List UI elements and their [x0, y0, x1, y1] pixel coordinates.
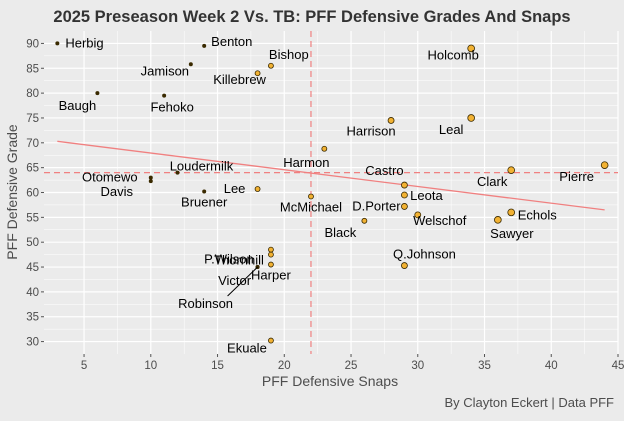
x-axis-title: PFF Defensive Snaps: [262, 373, 398, 389]
data-point-bishop: [268, 62, 274, 69]
data-point-p-wilson: [268, 251, 274, 258]
y-tick-label: 35: [26, 312, 39, 324]
data-point-otomewo: [148, 175, 153, 180]
point-label: Davis: [101, 184, 134, 199]
data-point-leal: [467, 114, 475, 122]
point-label: Leal: [439, 122, 464, 137]
data-point-black: [361, 217, 368, 224]
y-tick-label: 80: [26, 88, 39, 100]
trend-line: [57, 140, 605, 211]
data-point-leota: [401, 191, 408, 199]
x-tick-label: 45: [612, 360, 624, 372]
x-tick-label: 25: [345, 360, 358, 372]
data-point-killebrew: [254, 70, 261, 77]
data-point-harper: [268, 261, 274, 268]
data-point-mcmichael: [308, 193, 314, 200]
x-tick-label: 15: [211, 360, 224, 372]
point-label: Q.Johnson: [393, 247, 456, 262]
x-tick-label: 10: [144, 360, 157, 372]
point-label: Jamison: [141, 63, 189, 78]
grid-layer: [44, 31, 619, 354]
point-label: Victor: [218, 273, 252, 288]
data-point-jamison: [188, 62, 193, 67]
data-point-clark: [507, 166, 516, 174]
y-tick-label: 65: [26, 163, 39, 175]
y-tick-label: 60: [26, 188, 39, 200]
data-point-harmon: [321, 145, 328, 152]
point-label: Holcomb: [428, 47, 479, 62]
data-point-holcomb: [467, 44, 475, 53]
data-point-bruener: [202, 189, 207, 194]
point-label: Echols: [518, 207, 558, 222]
point-label: Harper: [251, 268, 291, 283]
y-tick-label: 75: [26, 113, 39, 125]
x-tick-label: 35: [478, 360, 491, 372]
axis-layer: 5 10 15 20 25 30 35 40 45 30 35 40 45 50 55 60 65 70 75 80 8…: [26, 38, 624, 372]
point-label: Baugh: [59, 98, 97, 113]
point-label: Ekuale: [227, 341, 267, 356]
point-label: Herbig: [65, 35, 103, 50]
point-label: Sawyer: [490, 226, 534, 241]
data-point-d-porter: [401, 203, 408, 210]
point-label: Otomewo: [82, 170, 138, 185]
data-point-benton: [202, 43, 207, 48]
data-point-davis: [148, 179, 153, 184]
data-point-harrison: [387, 117, 395, 124]
point-label: Fehoko: [150, 100, 193, 115]
data-point-loudermilk: [175, 170, 180, 175]
point-label: Benton: [211, 34, 252, 49]
y-axis-title: PFF Defensive Grade: [4, 124, 20, 260]
data-points: [55, 41, 609, 344]
point-label: Robinson: [178, 296, 233, 311]
point-label: Harrison: [347, 123, 396, 138]
y-tick-label: 55: [26, 212, 39, 224]
point-label: McMichael: [280, 199, 342, 214]
data-point-pierre: [600, 161, 609, 169]
point-label: Pierre: [559, 169, 594, 184]
data-point-welschof: [414, 211, 422, 219]
point-label: Clark: [477, 174, 508, 189]
point-labels: Herbig Benton Bishop Holcomb Jamison Killebre…: [59, 34, 594, 356]
point-label: Black: [324, 225, 356, 240]
point-label: P.Wilson: [204, 252, 254, 267]
y-tick-label: 85: [26, 63, 39, 75]
data-point-echols: [507, 208, 516, 217]
x-tick-label: 20: [278, 360, 291, 372]
data-point-ekuale: [268, 337, 274, 344]
point-label: Bishop: [269, 47, 309, 62]
data-point-baugh: [95, 91, 100, 96]
point-label: Bruener: [181, 195, 228, 210]
y-tick-label: 45: [26, 262, 39, 274]
x-tick-label: 40: [545, 360, 558, 372]
point-label: Thornhill: [214, 253, 264, 268]
data-point-fehoko: [162, 93, 167, 98]
y-tick-label: 70: [26, 138, 39, 150]
chart-caption: By Clayton Eckert | Data PFF: [444, 395, 614, 410]
point-label: Lee: [224, 181, 246, 196]
y-tick-label: 50: [26, 237, 39, 249]
y-tick-label: 30: [26, 337, 39, 349]
data-point-lee: [254, 186, 261, 192]
label-connector: [227, 266, 258, 297]
data-point-q-johnson: [401, 262, 408, 269]
data-point-thornhill: [268, 246, 274, 253]
data-point-herbig: [55, 41, 60, 46]
x-tick-label: 30: [411, 360, 424, 372]
reference-lines: [44, 31, 618, 354]
point-label: Leota: [410, 188, 443, 203]
point-label: Loudermilk: [170, 159, 234, 174]
data-point-castro: [401, 181, 408, 189]
y-tick-label: 90: [26, 38, 39, 50]
point-label: D.Porter: [352, 198, 401, 213]
chart-title: 2025 Preseason Week 2 Vs. TB: PFF Defens…: [53, 8, 570, 26]
point-label: Killebrew: [213, 72, 266, 87]
point-label: Castro: [365, 163, 403, 178]
data-point-sawyer: [494, 216, 502, 224]
x-tick-label: 5: [81, 360, 87, 372]
y-tick-label: 40: [26, 287, 39, 299]
point-label: Harmon: [283, 155, 329, 170]
point-label: Welschof: [413, 213, 467, 228]
